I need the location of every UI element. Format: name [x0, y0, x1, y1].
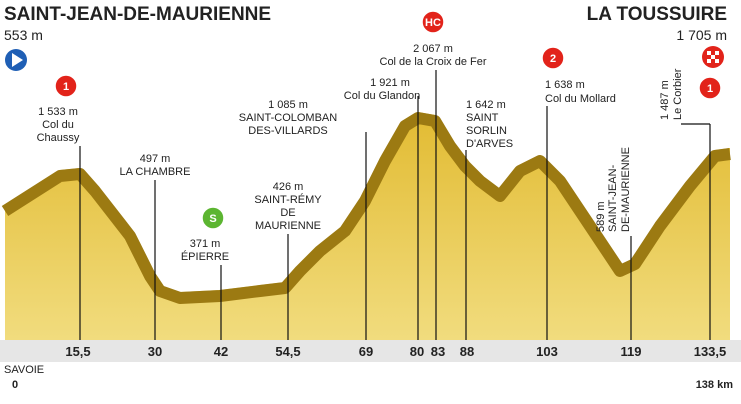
km-label: 30 — [148, 344, 162, 359]
point-label: 497 m — [140, 153, 171, 165]
total-distance: 138 km — [696, 379, 734, 391]
badge-label: 2 — [550, 53, 556, 65]
km-label: 133,5 — [694, 344, 727, 359]
point-label: DES-VILLARDS — [248, 125, 327, 137]
point-label: 1 533 m — [38, 106, 78, 118]
point-label: Col du Mollard — [545, 93, 616, 105]
km-label: 15,5 — [65, 344, 90, 359]
start-arrow — [12, 53, 23, 67]
point-label: 589 m — [595, 201, 607, 232]
point-label: DE-MAURIENNE — [620, 147, 632, 232]
point-label: LA CHAMBRE — [120, 166, 191, 178]
km-label: 88 — [460, 344, 474, 359]
finish-altitude: 1 705 m — [676, 27, 727, 43]
km-label: 42 — [214, 344, 228, 359]
profile-edge — [1, 112, 731, 304]
point-label: 426 m — [273, 181, 304, 193]
point-label: DE — [280, 207, 295, 219]
badge-label: HC — [425, 17, 441, 29]
km-label: 80 — [410, 344, 424, 359]
point-label: 1 642 m — [466, 99, 506, 111]
badge — [54, 74, 78, 98]
badge — [421, 10, 445, 34]
point-label: 2 067 m — [413, 43, 453, 55]
point-label: 1 638 m — [545, 79, 585, 91]
start-name: SAINT-JEAN-DE-MAURIENNE — [4, 4, 271, 25]
km-strip — [0, 340, 741, 362]
point-label: Col de la Croix de Fer — [380, 56, 487, 68]
finish-name: LA TOUSSUIRE — [587, 4, 727, 25]
point-label: SAINT-JEAN- — [607, 164, 619, 232]
badge — [201, 206, 225, 230]
km-label: 103 — [536, 344, 558, 359]
point-label: SAINT — [466, 112, 499, 124]
point-label: Chaussy — [37, 132, 80, 144]
badge — [698, 76, 722, 100]
point-label: ÉPIERRE — [181, 250, 229, 263]
point-label: SAINT-COLOMBAN — [239, 112, 337, 124]
point-label: 1 487 m — [659, 80, 671, 120]
point-label: Col du Glandon — [344, 90, 420, 102]
point-label: 1 921 m — [370, 77, 410, 89]
start-altitude: 553 m — [4, 27, 43, 43]
point-label: SORLIN — [466, 125, 507, 137]
km-label: 69 — [359, 344, 373, 359]
point-label: Le Corbier — [672, 68, 684, 120]
badge-label: 1 — [63, 81, 69, 93]
badge — [541, 46, 565, 70]
point-label: Col du — [42, 119, 74, 131]
point-label: 371 m — [190, 238, 221, 250]
km-label: 54,5 — [275, 344, 300, 359]
point-label: MAURIENNE — [255, 220, 321, 232]
point-label: D'ARVES — [466, 138, 513, 150]
km-label: 83 — [431, 344, 445, 359]
badge-label: 1 — [707, 83, 713, 95]
point-label: 1 085 m — [268, 99, 308, 111]
start-km: 0 — [12, 379, 18, 391]
km-label: 119 — [621, 344, 642, 359]
checker — [707, 51, 719, 63]
point-label: SAINT-RÉMY — [254, 193, 322, 206]
region: SAVOIE — [4, 364, 44, 376]
badge-label: S — [209, 213, 216, 225]
